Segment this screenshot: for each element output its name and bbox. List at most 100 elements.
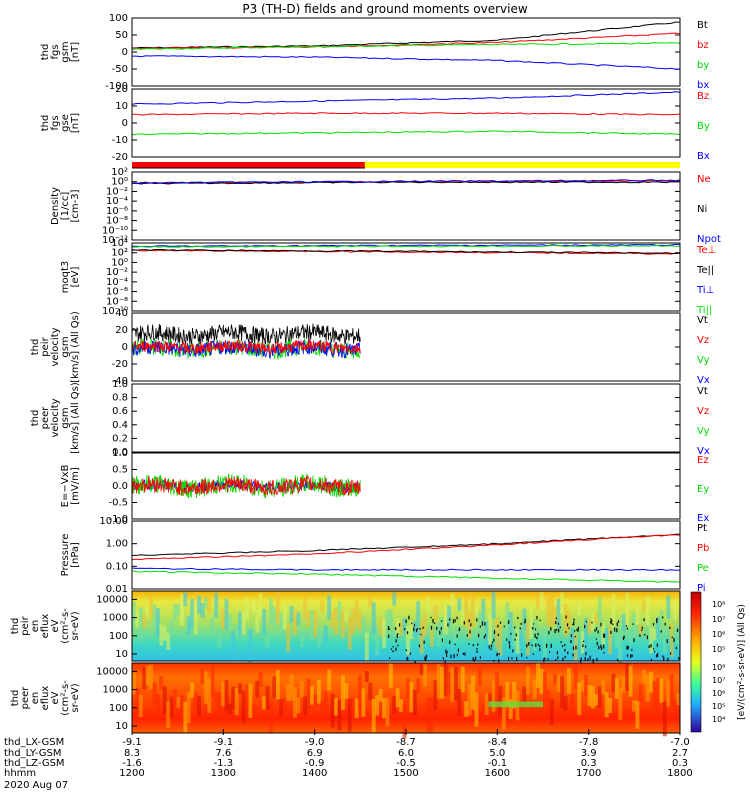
spectrogram-fill-gap bbox=[662, 616, 664, 619]
spectrogram-fill-gap bbox=[663, 657, 665, 661]
spectrogram-texture bbox=[138, 607, 143, 643]
spectrogram-fill-gap bbox=[395, 639, 397, 643]
spectrogram-texture bbox=[669, 674, 674, 708]
x-row-label: thd_LZ-GSM bbox=[4, 758, 65, 769]
y-axis-label: sr-eV) bbox=[70, 611, 81, 640]
y-tick-label: 10⁰ bbox=[111, 177, 128, 188]
y-axis-label: (cm²-s- bbox=[60, 608, 71, 644]
spectrogram-texture bbox=[292, 687, 297, 718]
spectrogram-fill-gap bbox=[656, 618, 658, 624]
spectrogram-texture bbox=[453, 626, 458, 643]
spectrogram-texture bbox=[214, 691, 219, 703]
y-axis-label: eV bbox=[50, 619, 61, 632]
spectrogram-fill-gap bbox=[612, 623, 614, 626]
spectrogram-texture bbox=[512, 681, 517, 709]
spectrogram-texture bbox=[666, 595, 671, 620]
spectrogram-fill-gap bbox=[626, 627, 629, 630]
spectrogram-texture bbox=[515, 628, 520, 654]
spectrogram-texture bbox=[340, 610, 345, 638]
spectrogram-texture bbox=[519, 630, 523, 645]
y-tick-label: -20 bbox=[112, 359, 128, 370]
spectrogram-texture bbox=[673, 700, 678, 718]
spectrogram-texture bbox=[525, 666, 530, 695]
spectrogram-fill-gap bbox=[534, 628, 537, 631]
spectrogram-texture bbox=[597, 686, 602, 709]
spectrogram-texture bbox=[132, 601, 136, 630]
spectrogram-texture bbox=[488, 613, 493, 645]
spectrogram-texture bbox=[409, 621, 414, 640]
spectrogram-texture bbox=[320, 700, 325, 716]
y-axis-label: eflux bbox=[40, 686, 51, 711]
spectrogram-texture bbox=[272, 606, 277, 627]
spectrogram-fill-gap bbox=[600, 644, 602, 649]
y-tick-label: 1000 bbox=[103, 685, 128, 696]
spectrogram-texture bbox=[536, 594, 541, 611]
spectrogram-texture bbox=[166, 701, 171, 728]
spectrogram-texture bbox=[306, 678, 311, 711]
spectrogram-texture bbox=[440, 617, 445, 642]
spectrogram-fill-gap bbox=[453, 654, 455, 659]
y-tick-label: 0.0 bbox=[112, 481, 128, 492]
spectrogram-texture bbox=[450, 592, 455, 607]
spectrogram-fill-gap bbox=[387, 626, 390, 631]
spectrogram-fill-gap bbox=[479, 656, 481, 659]
spectrogram-fill-gap bbox=[591, 621, 593, 624]
x-tick-label: -0.9 bbox=[305, 758, 325, 769]
spectrogram-texture bbox=[375, 695, 380, 716]
x-tick-label: 6.9 bbox=[307, 748, 323, 759]
series-by bbox=[131, 42, 681, 51]
spectrogram-fill-gap bbox=[441, 620, 443, 622]
y-axis-label: peir bbox=[20, 615, 31, 635]
series-Ez bbox=[131, 475, 361, 496]
colorbar-scale bbox=[690, 591, 702, 733]
spectrogram-fill-gap bbox=[627, 645, 629, 650]
spectrogram-fill-gap bbox=[510, 632, 512, 635]
spectrogram-fill-gap bbox=[397, 644, 399, 647]
spectrogram-fill-gap bbox=[490, 648, 492, 651]
spectrogram-fill-gap bbox=[675, 646, 677, 650]
spectrogram-texture bbox=[505, 602, 510, 638]
spectrogram-texture bbox=[429, 629, 434, 647]
series-Bz bbox=[131, 112, 681, 116]
spectrogram-texture bbox=[566, 610, 571, 633]
spectrogram-texture bbox=[217, 691, 222, 721]
x-axis: thd_LX-GSM -9.1 -9.1 -9.0 -8.7 -8.4 -7.8 -7.0 th… bbox=[4, 729, 693, 791]
x-tick-label: -9.0 bbox=[305, 737, 325, 748]
series-Ni bbox=[131, 181, 681, 185]
spectrogram-fill-gap bbox=[573, 618, 575, 621]
spectrogram-fill-gap bbox=[424, 656, 426, 661]
y-tick-label: 1000 bbox=[103, 613, 128, 624]
spectrogram-fill-gap bbox=[532, 626, 534, 630]
y-axis-label: (cm²-s- bbox=[60, 680, 71, 716]
spectrogram-texture bbox=[614, 678, 619, 699]
spectrogram-fill-gap bbox=[528, 642, 530, 646]
y-axis-label: thd bbox=[40, 115, 51, 132]
spectrogram-fill-gap bbox=[633, 638, 635, 642]
spectrogram-fill-gap bbox=[622, 636, 625, 641]
y-axis-label: gse bbox=[60, 114, 71, 132]
y-axis-label: eV bbox=[50, 691, 61, 704]
spectrogram-texture bbox=[299, 629, 304, 648]
spectrogram-texture bbox=[299, 680, 304, 698]
spectrogram-fill-gap bbox=[614, 627, 616, 632]
spectrogram-texture bbox=[587, 619, 592, 634]
spectrogram-texture bbox=[255, 609, 260, 633]
spectrogram-fill-gap bbox=[560, 641, 562, 643]
spectrogram-fill-gap bbox=[484, 622, 486, 626]
spectrogram-fill-gap bbox=[454, 643, 456, 646]
y-tick-label: 1.00 bbox=[106, 539, 128, 550]
spectrogram-fill-gap bbox=[479, 625, 481, 628]
spectrogram-fill-gap bbox=[570, 634, 573, 638]
spectrogram-texture bbox=[604, 692, 609, 718]
spectrogram-fill-gap bbox=[396, 633, 398, 639]
panel-frame bbox=[131, 383, 681, 453]
x-tick-label: -1.3 bbox=[214, 758, 234, 769]
spectrogram-texture bbox=[423, 613, 428, 637]
plot-title: P3 (TH-D) fields and ground moments over… bbox=[242, 2, 527, 16]
spectrogram-texture bbox=[539, 668, 544, 694]
spectrogram-fill-gap bbox=[630, 654, 632, 658]
spectrogram-texture bbox=[481, 598, 486, 627]
spectrogram-texture bbox=[135, 609, 140, 628]
spectrogram-texture bbox=[203, 597, 208, 609]
spectrogram-fill-gap bbox=[597, 630, 599, 634]
